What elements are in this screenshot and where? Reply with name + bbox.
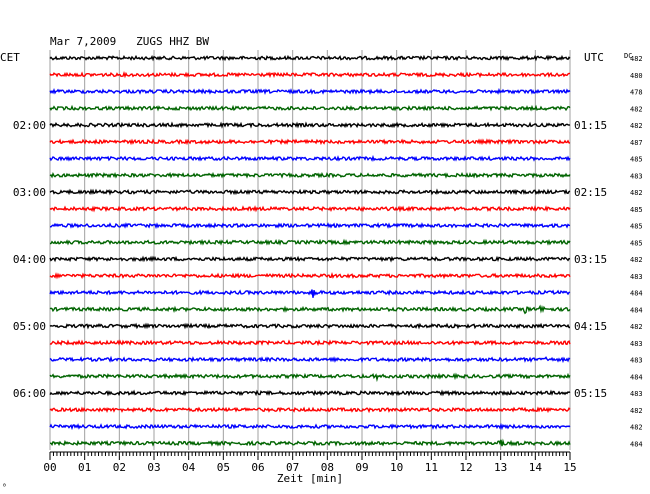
trace-7 — [49, 171, 571, 179]
x-axis: 00 01 02 03 04 05 06 07 08 09 10 11 12 13 14 15 — [43, 451, 577, 474]
x-tick-label: 14 — [529, 461, 543, 474]
dc-value: 482 — [630, 424, 643, 432]
x-tick-label: 10 — [390, 461, 403, 474]
dc-value: 483 — [630, 172, 643, 180]
trace-22 — [49, 422, 571, 431]
trace-0 — [49, 54, 571, 62]
trace-4 — [49, 121, 571, 129]
x-tick-label: 12 — [459, 461, 472, 474]
x-tick-label: 13 — [494, 461, 507, 474]
seismic-traces — [49, 54, 571, 447]
time-gridlines — [49, 50, 571, 450]
dc-value: 484 — [630, 290, 643, 298]
dc-value: 482 — [630, 323, 643, 331]
trace-13 — [49, 272, 571, 280]
trace-8 — [49, 188, 571, 196]
dc-value: 485 — [630, 206, 643, 214]
footer-mark: ⁰ — [2, 482, 7, 491]
dc-value: 485 — [630, 156, 643, 164]
trace-5 — [49, 138, 571, 146]
right-axis-label: UTC — [584, 51, 604, 64]
trace-11 — [49, 238, 571, 246]
dc-value: 483 — [630, 390, 643, 398]
dc-value: 484 — [630, 306, 643, 314]
dc-value: 483 — [630, 273, 643, 281]
cet-time-label: 04:00 — [13, 253, 46, 266]
trace-19 — [49, 372, 571, 383]
x-tick-label: 07 — [286, 461, 299, 474]
trace-1 — [49, 70, 571, 79]
dc-value: 485 — [630, 239, 643, 247]
trace-2 — [49, 87, 571, 96]
x-tick-label: 00 — [43, 461, 56, 474]
left-axis-label: CET — [0, 51, 20, 64]
dc-values: 482 480 478 482 482 487 485 483 482 485 485 485 482 4… — [630, 55, 643, 448]
trace-3 — [49, 104, 571, 112]
trace-16 — [49, 322, 571, 330]
trace-15 — [49, 304, 571, 315]
x-tick-label: 15 — [563, 461, 576, 474]
cet-time-label: 02:00 — [13, 119, 46, 132]
dc-label: DC — [624, 52, 632, 60]
trace-6 — [49, 154, 571, 162]
x-tick-label: 06 — [251, 461, 264, 474]
trace-18 — [49, 355, 571, 364]
dc-value: 482 — [630, 105, 643, 113]
dc-value: 482 — [630, 256, 643, 264]
cet-time-label: 05:00 — [13, 320, 46, 333]
dc-value: 482 — [630, 407, 643, 415]
dc-value: 483 — [630, 357, 643, 365]
dc-value: 482 — [630, 189, 643, 197]
x-tick-label: 09 — [355, 461, 368, 474]
trace-17 — [49, 339, 571, 347]
trace-12 — [49, 255, 571, 263]
utc-time-label: 05:15 — [574, 387, 607, 400]
trace-10 — [49, 222, 571, 230]
dc-value: 480 — [630, 72, 643, 80]
dc-value: 484 — [630, 373, 643, 381]
dc-value: 487 — [630, 139, 643, 147]
dc-value: 482 — [630, 55, 643, 63]
trace-21 — [49, 406, 571, 414]
trace-14 — [49, 289, 571, 298]
x-tick-label: 05 — [217, 461, 230, 474]
cet-time-label: 06:00 — [13, 387, 46, 400]
dc-value: 478 — [630, 89, 643, 97]
x-tick-label: 02 — [113, 461, 126, 474]
utc-time-label: 04:15 — [574, 320, 607, 333]
dc-value: 485 — [630, 223, 643, 231]
x-axis-label: Zeit [min] — [277, 472, 343, 485]
dc-value: 484 — [630, 440, 643, 448]
x-tick-label: 04 — [182, 461, 196, 474]
utc-time-label: 02:15 — [574, 186, 607, 199]
utc-time-label: 01:15 — [574, 119, 607, 132]
time-labels: 02:00 03:00 04:00 05:00 06:00 01:15 02:15 03:15… — [13, 119, 607, 400]
x-tick-label: 11 — [425, 461, 438, 474]
utc-time-label: 03:15 — [574, 253, 607, 266]
trace-9 — [49, 205, 571, 213]
x-tick-label: 01 — [78, 461, 91, 474]
cet-time-label: 03:00 — [13, 186, 46, 199]
chart-title: Mar 7,2009 ZUGS HHZ BW — [50, 35, 209, 48]
x-tick-label: 08 — [321, 461, 334, 474]
dc-value: 483 — [630, 340, 643, 348]
x-tick-label: 03 — [147, 461, 160, 474]
trace-23 — [49, 438, 571, 447]
dc-value: 482 — [630, 122, 643, 130]
trace-20 — [49, 389, 571, 397]
